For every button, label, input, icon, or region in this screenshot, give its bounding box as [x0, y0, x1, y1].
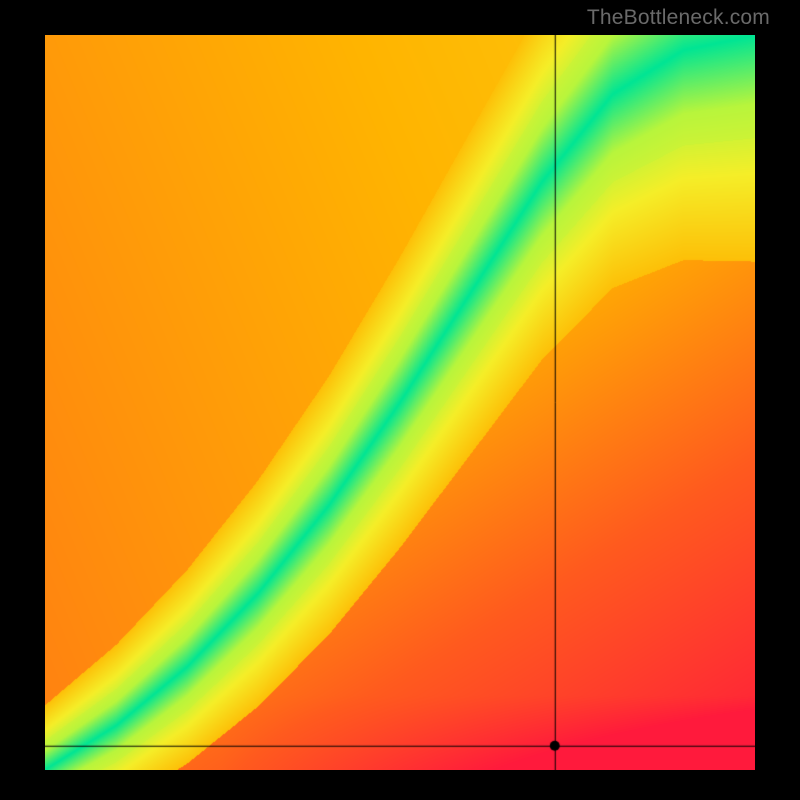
bottleneck-heatmap — [45, 35, 755, 770]
chart-container: TheBottleneck.com — [0, 0, 800, 800]
watermark-text: TheBottleneck.com — [587, 6, 770, 30]
